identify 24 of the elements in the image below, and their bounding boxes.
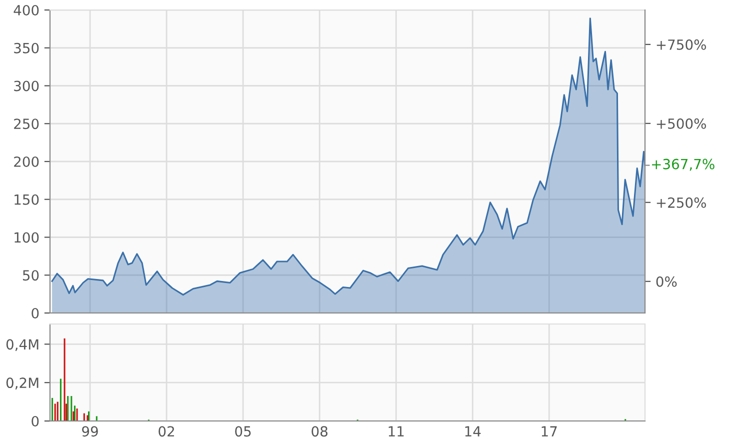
y-tick-label: 0,4M [6,339,38,352]
y-tick-label: 400 [14,4,39,16]
y-tick-label: 0,2M [6,378,38,390]
y2-tick-label: +250% [656,197,706,208]
y2-tick-label: +750% [656,39,706,50]
y-tick-label: 350 [14,42,39,54]
y-tick-label: 0 [32,308,39,318]
y-tick-label: 0 [32,416,39,426]
x-tick-label: 99 [82,426,98,437]
x-tick-label: 02 [158,426,174,437]
x-tick-label: 14 [465,426,481,436]
y-tick-label: 200 [14,156,39,167]
y-tick-label: 50 [22,270,39,281]
y2-tick-label: 0% [656,276,677,287]
y-tick-label: 250 [14,118,39,130]
y-tick-label: 100 [14,232,39,243]
y2-tick-label: +500% [656,118,706,129]
x-tick-label: 05 [235,426,251,437]
x-tick-label: 11 [388,426,404,436]
y-tick-label: 300 [14,80,39,92]
y-tick-label: 150 [14,194,39,205]
annotation: +367,7% [652,158,714,171]
x-tick-label: 08 [312,426,328,437]
x-tick-label: 17 [542,426,557,436]
